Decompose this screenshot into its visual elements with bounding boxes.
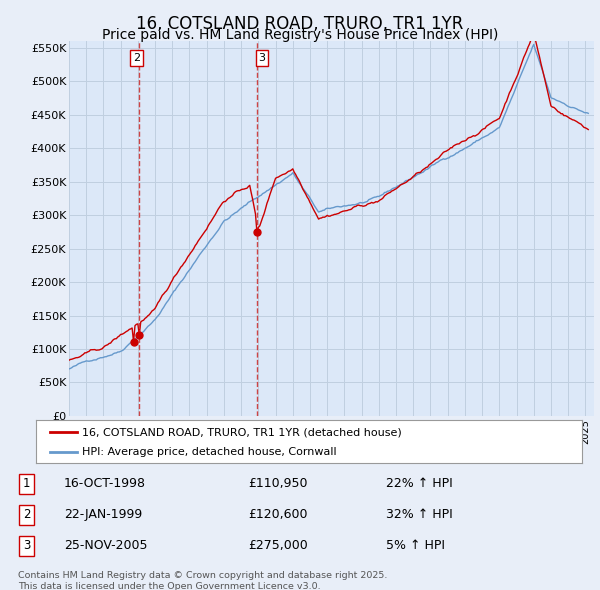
Text: £110,950: £110,950 [248, 477, 308, 490]
Text: Contains HM Land Registry data © Crown copyright and database right 2025.
This d: Contains HM Land Registry data © Crown c… [18, 571, 388, 590]
Text: 16, COTSLAND ROAD, TRURO, TR1 1YR: 16, COTSLAND ROAD, TRURO, TR1 1YR [136, 15, 464, 33]
Text: 16, COTSLAND ROAD, TRURO, TR1 1YR (detached house): 16, COTSLAND ROAD, TRURO, TR1 1YR (detac… [82, 427, 402, 437]
Text: 32% ↑ HPI: 32% ↑ HPI [386, 508, 453, 522]
Text: 5% ↑ HPI: 5% ↑ HPI [386, 539, 445, 552]
Text: £275,000: £275,000 [248, 539, 308, 552]
Text: 1: 1 [23, 477, 30, 490]
Text: HPI: Average price, detached house, Cornwall: HPI: Average price, detached house, Corn… [82, 447, 337, 457]
Text: 22-JAN-1999: 22-JAN-1999 [64, 508, 142, 522]
Text: 16-OCT-1998: 16-OCT-1998 [64, 477, 146, 490]
Text: 3: 3 [23, 539, 30, 552]
Text: 22% ↑ HPI: 22% ↑ HPI [386, 477, 453, 490]
Text: £120,600: £120,600 [248, 508, 308, 522]
Text: 3: 3 [258, 53, 265, 63]
Text: 2: 2 [133, 53, 140, 63]
Text: 2: 2 [23, 508, 30, 522]
Text: Price paid vs. HM Land Registry's House Price Index (HPI): Price paid vs. HM Land Registry's House … [102, 28, 498, 42]
Text: 25-NOV-2005: 25-NOV-2005 [64, 539, 148, 552]
